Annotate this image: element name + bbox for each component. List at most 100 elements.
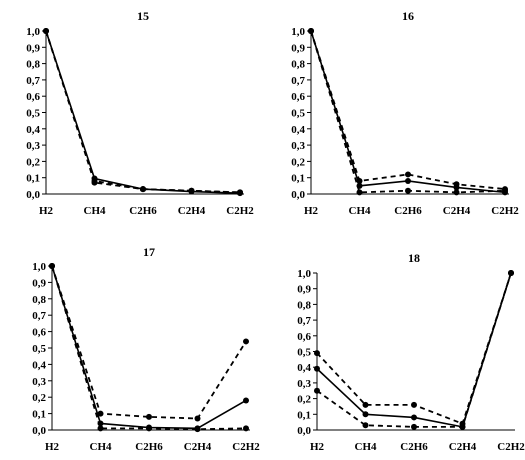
y-tick-label: 0,8 — [291, 59, 305, 71]
y-tick-label: 0,2 — [291, 156, 305, 168]
data-point — [188, 188, 195, 195]
y-tick-label: 0,8 — [32, 294, 46, 306]
data-point — [405, 177, 411, 184]
data-point — [43, 28, 49, 34]
x-tick-label: C2H2 — [491, 205, 519, 217]
series-line-2 — [51, 265, 247, 431]
y-tick-label: 0,0 — [297, 425, 311, 437]
x-tick-label: CH4 — [355, 441, 378, 453]
data-point — [237, 190, 243, 197]
y-tick-label: 1,0 — [32, 261, 46, 273]
data-point — [459, 423, 466, 430]
series-line-1 — [316, 272, 512, 425]
x-tick-label: C2H2 — [497, 441, 525, 453]
x-tick-label: C2H6 — [135, 441, 163, 453]
data-point — [49, 263, 55, 269]
y-tick-label: 0,3 — [291, 140, 305, 152]
data-point — [411, 414, 417, 421]
y-tick-label: 0,4 — [32, 359, 46, 371]
data-point — [411, 401, 417, 408]
y-tick-label: 0,5 — [32, 343, 46, 355]
x-tick-label: CH4 — [349, 205, 372, 217]
series-line-3 — [45, 30, 241, 194]
y-tick-label: 0,4 — [291, 124, 305, 136]
series-line-2 — [310, 30, 506, 194]
data-point — [356, 182, 363, 189]
y-tick-label: 0,2 — [297, 394, 311, 406]
y-tick-label: 0,7 — [26, 75, 40, 87]
data-point — [453, 189, 460, 196]
x-tick-label: C2H2 — [226, 205, 254, 217]
data-point — [411, 423, 417, 430]
y-tick-label: 0,4 — [297, 362, 311, 374]
y-tick-label: 0,8 — [26, 59, 40, 71]
data-point — [243, 397, 249, 404]
series-line-1 — [51, 265, 247, 420]
y-tick-label: 0,9 — [291, 42, 305, 54]
x-tick-label: C2H6 — [129, 205, 157, 217]
y-tick-label: 0,4 — [26, 124, 40, 136]
chart-title: 18 — [408, 251, 420, 265]
x-tick-label: C2H6 — [400, 441, 428, 453]
y-tick-label: 0,0 — [26, 189, 40, 201]
y-tick-label: 0,9 — [26, 42, 40, 54]
y-tick-label: 0,5 — [26, 108, 40, 120]
x-tick-label: H2 — [45, 441, 60, 453]
series-line-1 — [45, 30, 241, 194]
y-tick-label: 0,1 — [297, 409, 311, 421]
data-point — [97, 425, 104, 432]
y-tick-label: 0,6 — [297, 331, 311, 343]
x-tick-label: C2H4 — [449, 441, 477, 453]
data-point — [146, 424, 152, 431]
x-tick-label: CH4 — [84, 205, 107, 217]
data-point — [194, 415, 201, 422]
y-tick-label: 0,7 — [291, 75, 305, 87]
data-point — [308, 28, 314, 34]
data-point — [508, 270, 514, 276]
y-tick-label: 0,7 — [297, 315, 311, 327]
series-line-1 — [310, 30, 506, 191]
x-tick-label: C2H4 — [443, 205, 471, 217]
x-tick-label: C2H4 — [184, 441, 212, 453]
x-tick-label: C2H4 — [178, 205, 206, 217]
y-tick-label: 0,0 — [291, 189, 305, 201]
chart-panel-15: 15 0,0 0,1 0,2 0,3 0,4 0,5 0,6 0,7 0,8 0,9 1,0 H2 CH4… — [26, 9, 254, 217]
y-tick-label: 0,5 — [291, 108, 305, 120]
data-point — [97, 410, 104, 417]
x-tick-label: C2H6 — [394, 205, 422, 217]
data-point — [405, 187, 411, 194]
data-point — [146, 413, 152, 420]
y-tick-label: 0,9 — [297, 284, 311, 296]
y-tick-label: 0,1 — [32, 409, 46, 421]
x-tick-label: H2 — [310, 441, 325, 453]
chart-panel-18: 18 0,0 0,1 0,2 0,3 0,4 0,5 0,6 0,7 0,8 0,9 1,0 H2 CH4… — [297, 251, 525, 453]
data-point — [243, 338, 249, 345]
chart-panel-17: 17 0,0 0,1 0,2 0,3 0,4 0,5 0,6 0,7 0,8 0,9 1,0 H2 CH4… — [32, 245, 260, 453]
data-point — [502, 189, 508, 196]
y-tick-label: 0,6 — [32, 327, 46, 339]
x-tick-label: H2 — [39, 205, 54, 217]
y-tick-label: 1,0 — [297, 268, 311, 280]
data-point — [314, 365, 320, 372]
data-point — [453, 184, 460, 191]
series-line-3 — [310, 30, 506, 194]
y-tick-label: 0,7 — [32, 310, 46, 322]
y-tick-label: 0,2 — [26, 156, 40, 168]
y-tick-label: 0,5 — [297, 347, 311, 359]
y-tick-label: 0,6 — [291, 91, 305, 103]
chart-title: 15 — [137, 9, 149, 23]
y-tick-label: 0,3 — [26, 140, 40, 152]
chart-title: 17 — [143, 245, 155, 259]
chart-title: 16 — [402, 9, 414, 23]
y-tick-label: 1,0 — [26, 26, 40, 38]
data-point — [140, 186, 146, 193]
chart-panel-16: 16 0,0 0,1 0,2 0,3 0,4 0,5 0,6 0,7 0,8 0,9 1,0 H2 CH4… — [291, 9, 519, 217]
y-tick-label: 0,8 — [297, 299, 311, 311]
data-point — [97, 420, 104, 427]
data-point — [362, 422, 369, 429]
series-line-3 — [51, 265, 247, 430]
y-tick-label: 0,0 — [32, 425, 46, 437]
data-point — [194, 425, 201, 432]
y-tick-label: 0,2 — [32, 392, 46, 404]
